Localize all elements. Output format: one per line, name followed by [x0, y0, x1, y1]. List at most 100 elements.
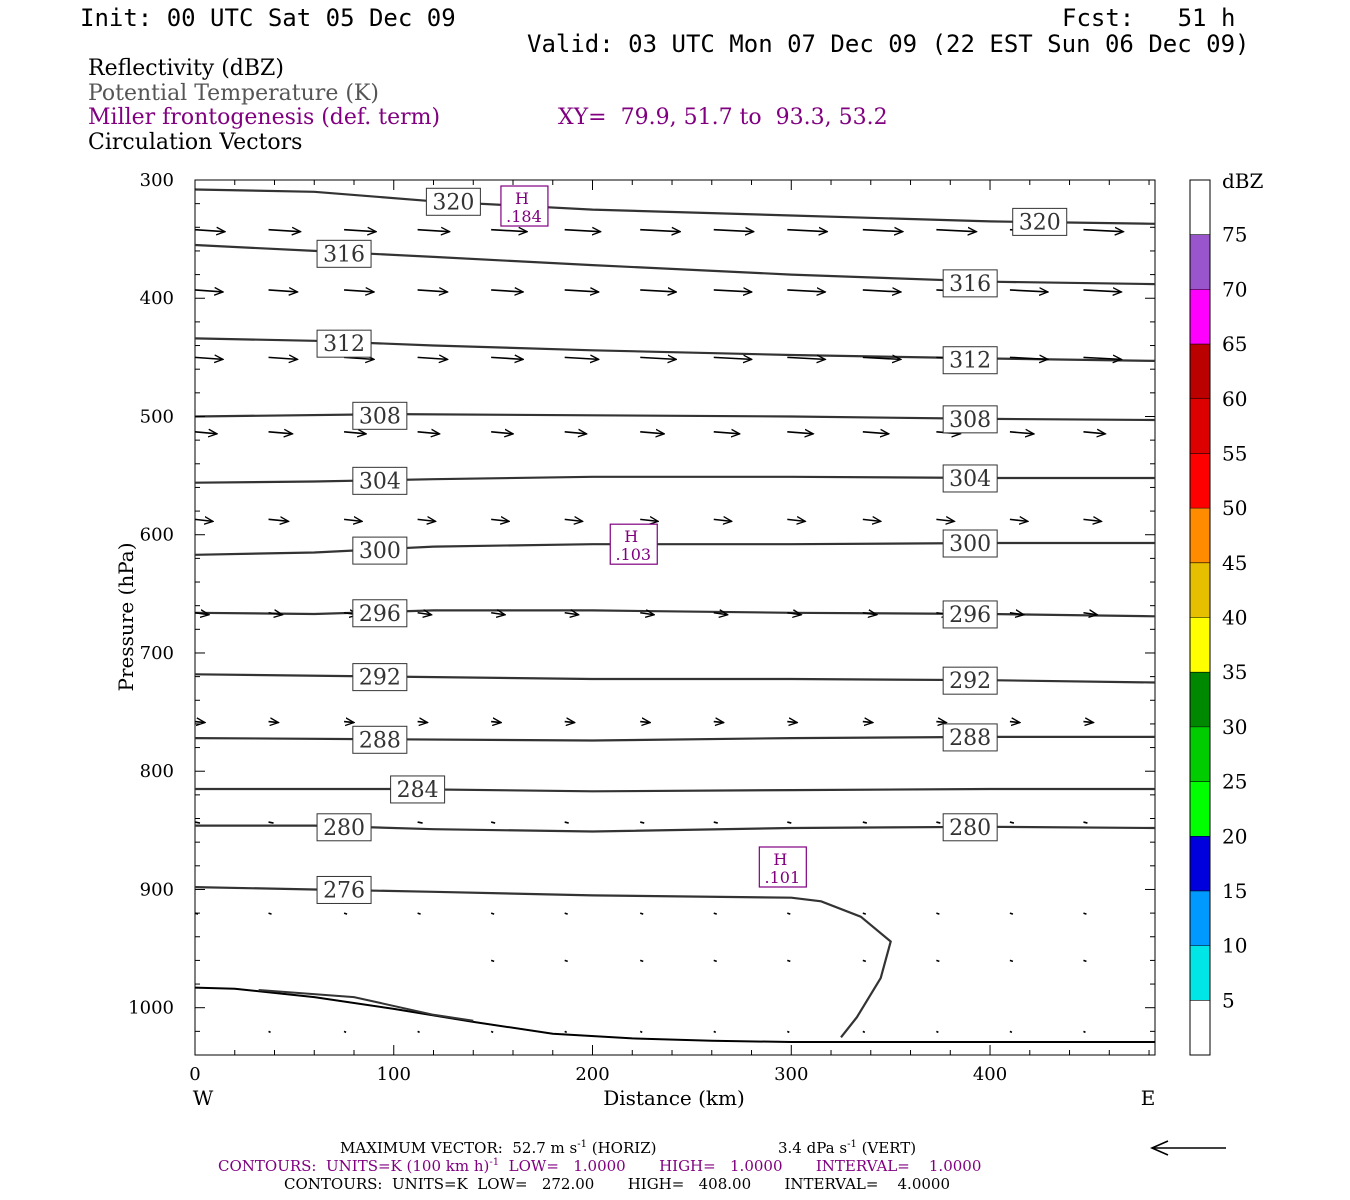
isentrope-label-296: 296 — [352, 599, 408, 628]
circulation-vector — [194, 432, 217, 434]
colorbar-swatch — [1190, 398, 1210, 454]
circulation-vector — [640, 519, 658, 521]
circulation-vector — [268, 912, 272, 915]
svg-text:304: 304 — [359, 469, 401, 494]
colorbar-label: 75 — [1222, 223, 1247, 247]
circulation-vector — [194, 613, 209, 615]
circulation-vector — [1083, 613, 1097, 615]
footer-max-vert: 3.4 dPa s-1 (VERT) — [778, 1139, 917, 1157]
isentrope-label-296: 296 — [942, 600, 998, 629]
colorbar-label: 35 — [1222, 660, 1247, 684]
circulation-vector — [862, 357, 901, 359]
circulation-vector — [417, 613, 432, 615]
circulation-vector — [491, 613, 505, 615]
circulation-vector — [786, 1030, 790, 1034]
circulation-vector — [417, 1030, 420, 1034]
isentrope-label-304: 304 — [352, 466, 408, 495]
circulation-vector — [268, 519, 289, 521]
colorbar-swatch — [1190, 890, 1210, 946]
colorbar-label: 25 — [1222, 770, 1247, 794]
circulation-vector — [862, 519, 881, 521]
svg-text:H: H — [515, 189, 529, 208]
y-tick-label: 300 — [140, 170, 174, 191]
circulation-vector — [1009, 912, 1014, 915]
svg-text:296: 296 — [949, 603, 991, 628]
colorbar-swatch — [1190, 1000, 1210, 1055]
y-tick-label: 800 — [140, 761, 174, 782]
circulation-vector — [564, 290, 599, 292]
isentrope-label-312: 312 — [316, 329, 372, 358]
x-tick-label: 100 — [377, 1064, 411, 1085]
circulation-vector — [491, 290, 523, 292]
colorbar-label: 70 — [1222, 277, 1247, 301]
circulation-vector — [194, 230, 225, 232]
plot-frame — [194, 179, 1156, 1056]
x-tick-label: 0 — [189, 1064, 200, 1085]
isentrope-284 — [195, 787, 1155, 793]
circulation-vector — [713, 290, 752, 292]
circulation-vector — [787, 722, 797, 723]
x-tick-label: 400 — [973, 1064, 1007, 1085]
circulation-vector — [936, 912, 940, 915]
circulation-vector — [564, 357, 599, 359]
circulation-vector — [640, 722, 650, 723]
isentrope-label-312: 312 — [942, 346, 998, 375]
circulation-vector — [194, 519, 213, 521]
x-axis-title: Distance (km) — [603, 1086, 745, 1110]
isentrope-300 — [194, 541, 1155, 556]
circulation-vector — [417, 432, 440, 434]
svg-text:276: 276 — [323, 878, 365, 903]
colorbar-label: 45 — [1222, 551, 1247, 575]
svg-text:300: 300 — [359, 539, 401, 564]
circulation-vector — [344, 230, 376, 232]
svg-text:316: 316 — [949, 272, 991, 297]
circulation-vector — [862, 821, 868, 824]
isentrope-label-284: 284 — [390, 775, 446, 804]
circulation-vector — [194, 821, 201, 824]
circulation-vector — [490, 1030, 494, 1034]
circulation-vector — [491, 230, 527, 232]
terrain-segment — [258, 989, 474, 1022]
isentrope-label-276: 276 — [316, 875, 372, 904]
circulation-vector — [564, 1030, 568, 1034]
svg-text:320: 320 — [1019, 210, 1061, 235]
x-tick-label: 300 — [774, 1064, 808, 1085]
circulation-vector — [640, 821, 645, 824]
colorbar-swatch — [1190, 180, 1210, 235]
isentrope-288 — [194, 735, 1155, 742]
legend-theta: Potential Temperature (K) — [88, 81, 379, 106]
circulation-vector — [343, 912, 348, 915]
colorbar-swatch — [1190, 344, 1210, 399]
svg-text:292: 292 — [359, 666, 401, 691]
isentrope-label-288: 288 — [942, 723, 998, 752]
circulation-vector — [268, 357, 298, 359]
circulation-vector — [862, 912, 867, 915]
colorbar-label: 20 — [1222, 824, 1247, 848]
circulation-vector — [1083, 912, 1087, 915]
colorbar-swatch — [1190, 508, 1210, 563]
svg-text:316: 316 — [323, 242, 365, 267]
circulation-vector — [1009, 1030, 1013, 1034]
circulation-vector — [491, 432, 513, 434]
circulation-vector — [1009, 290, 1048, 292]
circulation-vector — [787, 912, 791, 915]
circulation-vector — [344, 290, 374, 292]
circulation-vector — [343, 722, 354, 723]
colorbar-label: 5 — [1222, 988, 1235, 1012]
isentrope-292 — [194, 673, 1156, 684]
circulation-vector — [564, 959, 568, 963]
circulation-vector — [1009, 821, 1015, 824]
colorbar-label: 65 — [1222, 332, 1247, 356]
circulation-vector — [713, 959, 718, 963]
circulation-vector — [862, 290, 901, 292]
circulation-vector — [490, 821, 496, 824]
circulation-vector — [564, 519, 583, 521]
circulation-vector — [787, 230, 827, 232]
circulation-vector — [862, 722, 873, 723]
circulation-vector — [1083, 959, 1087, 963]
circulation-vector — [1083, 432, 1105, 434]
isentrope-label-320: 320 — [425, 187, 481, 216]
circulation-vector — [936, 722, 946, 723]
isentrope-308 — [194, 412, 1156, 422]
